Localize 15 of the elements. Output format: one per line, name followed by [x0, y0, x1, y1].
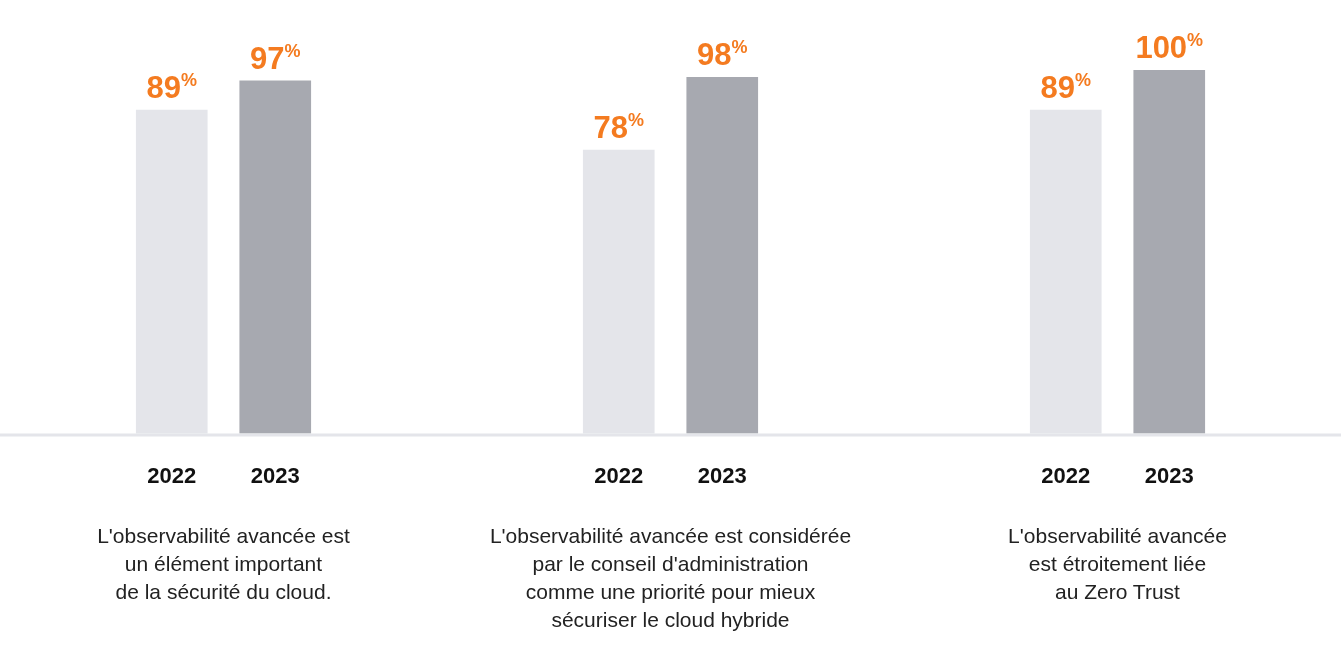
data-label: 97%: [250, 40, 301, 76]
data-label: 89%: [1040, 70, 1091, 105]
x-axis-title: L'observabilité avancée est considérée par le conseil d'administration comme une priorité pour mieux sécuriser le cloud hybride: [488, 523, 853, 633]
data-label: 89%: [146, 70, 197, 105]
data-label: 78%: [593, 109, 644, 145]
x-axis-title: L'observabilité avancée est un élément important de la sécurité du cloud.: [96, 523, 351, 605]
x-tick-label: 2022: [594, 462, 644, 488]
x-tick-label: 2022: [147, 462, 197, 488]
x-tick-label: 2022: [1041, 462, 1091, 488]
data-label: 100%: [1135, 30, 1204, 65]
x-axis-title: L'observabilité avancée est étroitement liée au Zero Trust: [1007, 523, 1228, 605]
data-label: 98%: [697, 37, 748, 73]
x-tick-label: 2023: [250, 462, 300, 488]
x-tick-label: 2023: [1144, 462, 1194, 488]
x-tick-label: 2023: [697, 462, 747, 488]
